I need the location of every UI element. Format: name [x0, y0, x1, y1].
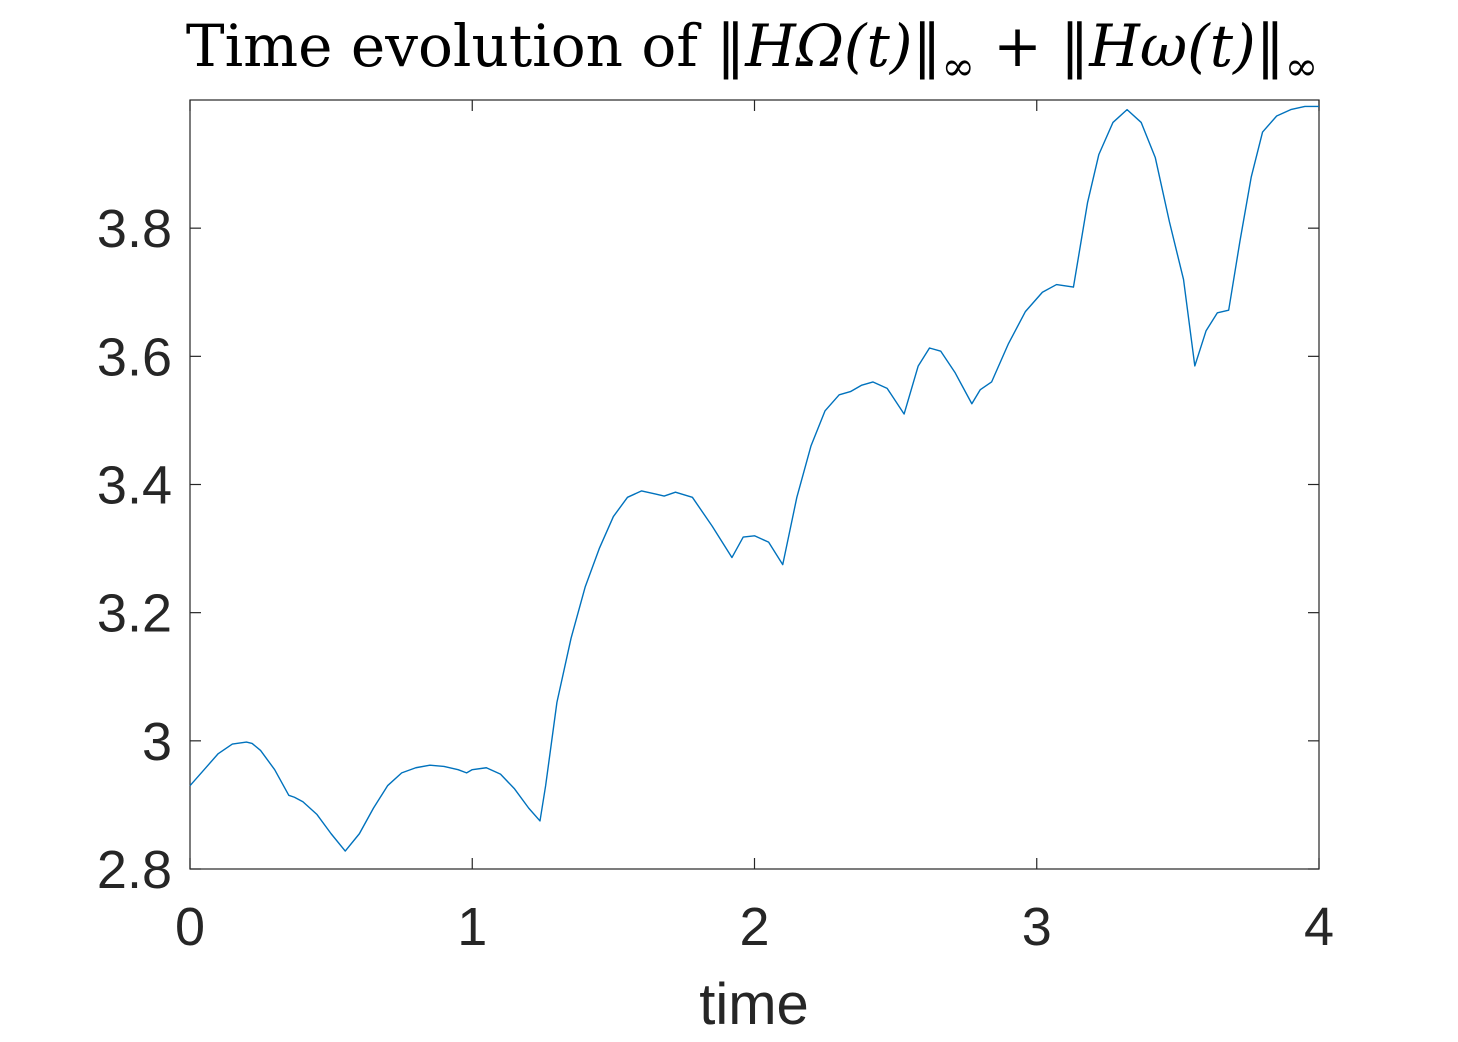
y-tick-label: 3.4 [97, 456, 172, 516]
title-formula-1: ‖HΩ(t)‖ [716, 12, 941, 80]
x-tick-label: 0 [175, 897, 205, 957]
x-axis-label: time [699, 972, 809, 1037]
y-axis-ticks [190, 227, 1319, 870]
y-tick-label: 3.6 [97, 327, 172, 387]
y-axis-tick-labels: 2.8 3 3.2 3.4 3.6 3.8 [97, 199, 172, 900]
x-tick-label: 1 [457, 897, 487, 957]
title-subscript-2: ∞ [1285, 44, 1318, 90]
title-plus: + [975, 12, 1060, 80]
chart-title: Time evolution of ‖HΩ(t)‖∞ + ‖Hω(t)‖∞ [186, 12, 1318, 90]
y-tick-label: 3.2 [97, 584, 172, 644]
title-subscript-1: ∞ [941, 44, 974, 90]
y-tick-label: 2.8 [97, 840, 172, 900]
title-prefix: Time evolution of [186, 12, 716, 80]
title-formula-2: ‖Hω(t)‖ [1060, 12, 1284, 80]
x-tick-label: 3 [1022, 897, 1052, 957]
x-axis-tick-labels: 0 1 2 3 4 [175, 897, 1334, 957]
y-tick-label: 3.8 [97, 199, 172, 259]
x-tick-label: 4 [1304, 897, 1334, 957]
x-tick-label: 2 [739, 897, 769, 957]
series-layer [189, 105, 1319, 852]
x-axis-ticks [189, 100, 1320, 869]
series-line-0 [189, 105, 1319, 852]
y-tick-label: 3 [142, 712, 172, 772]
plot-area [189, 99, 1320, 870]
